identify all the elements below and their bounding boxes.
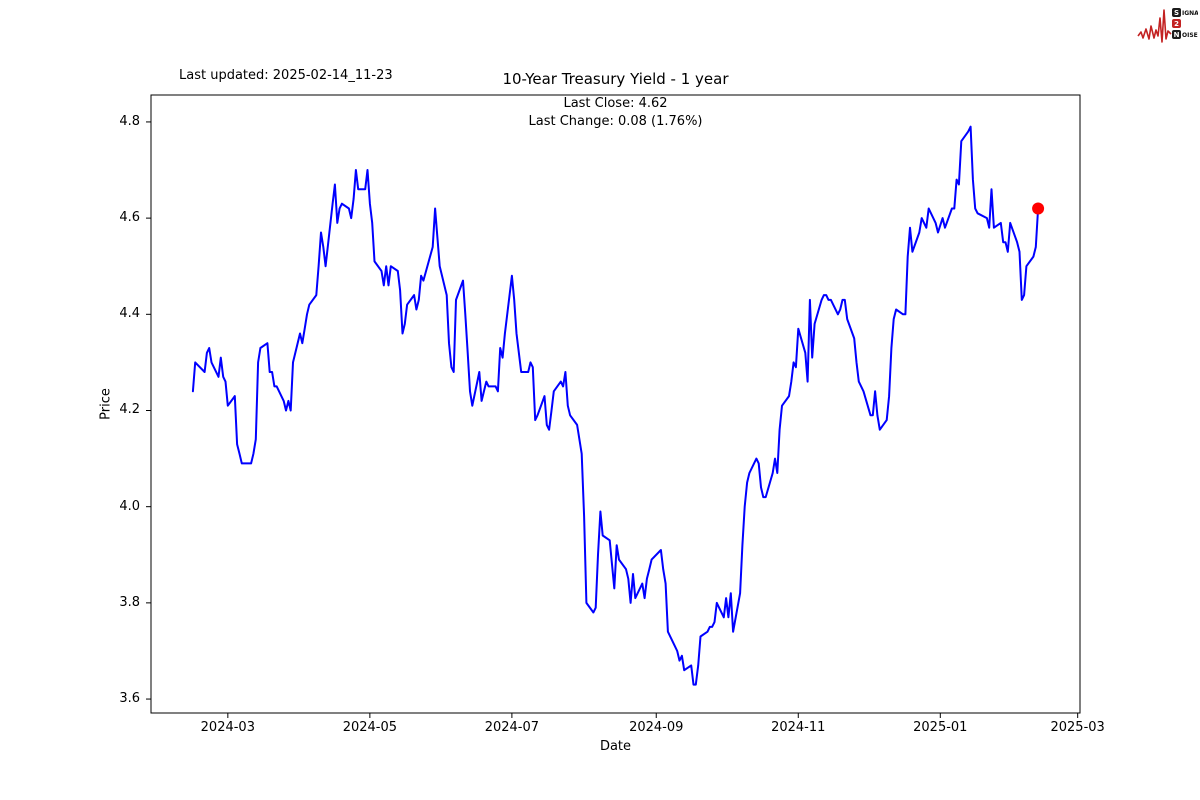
logo-s-box (1172, 8, 1181, 17)
y-tick-label: 4.2 (119, 402, 140, 418)
signal2noise-logo: S 2 N IGNAL OISE (1137, 8, 1198, 43)
last-close-marker (1032, 202, 1045, 215)
y-tick-label: 4.0 (119, 498, 140, 514)
y-tick-label: 3.6 (119, 691, 140, 707)
logo-signal-text: IGNAL (1182, 10, 1198, 17)
x-tick-label: 2024-09 (629, 720, 684, 735)
price-line (191, 125, 1040, 686)
x-tick-label: 2024-03 (200, 720, 255, 735)
logo-n-box (1172, 30, 1181, 39)
logo-s-letter: S (1174, 9, 1179, 17)
y-tick-label: 4.8 (119, 113, 140, 129)
logo-2-box (1172, 19, 1181, 28)
x-tick-label: 2024-11 (771, 720, 826, 735)
x-tick-label: 2024-07 (484, 720, 540, 735)
x-tick-label: 2024-05 (342, 720, 398, 735)
x-tick-label: 2025-01 (913, 720, 968, 735)
chart-title: 10-Year Treasury Yield - 1 year (502, 70, 729, 88)
subtitle-last-close: Last Close: 4.62 (563, 96, 668, 111)
x-tick-label: 2025-03 (1050, 720, 1105, 735)
last-updated-text: Last updated: 2025-02-14_11-23 (179, 68, 393, 83)
axes-spines (150, 94, 1081, 714)
y-tick-label: 4.6 (119, 210, 140, 226)
y-tick-label: 3.8 (119, 594, 140, 610)
logo-n-letter: N (1174, 31, 1180, 39)
logo-waveform-icon (1137, 9, 1172, 43)
y-tick-label: 4.4 (119, 306, 140, 322)
logo-noise-text: OISE (1182, 32, 1198, 39)
logo-2-letter: 2 (1174, 20, 1179, 28)
subtitle-last-change: Last Change: 0.08 (1.76%) (528, 114, 703, 129)
x-axis-label: Date (599, 739, 632, 754)
